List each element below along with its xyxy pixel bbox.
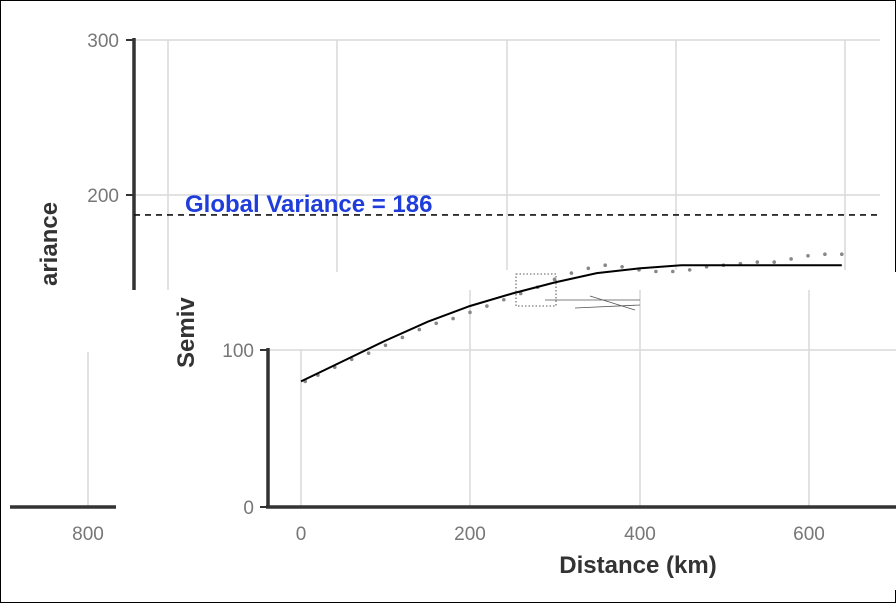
empirical-point (485, 304, 489, 308)
render-artifact (515, 273, 641, 311)
bg-y-tick-300: 300 (87, 31, 119, 52)
empirical-point (502, 297, 506, 302)
empirical-point (687, 268, 692, 272)
bg-x-tick-800: 800 (72, 524, 104, 545)
empirical-point (569, 271, 574, 275)
y-tick-0: 0 (243, 498, 254, 519)
empirical-point (366, 351, 371, 355)
empirical-point (552, 277, 557, 282)
background-plot: 300 200 ariance 800 (10, 31, 880, 545)
empirical-point (772, 260, 776, 264)
empirical-point (586, 266, 591, 271)
empirical-point (620, 264, 624, 269)
y-tick-100: 100 (222, 341, 254, 362)
empirical-point (349, 357, 354, 362)
global-variance-annotation: Global Variance = 186 (185, 191, 432, 218)
series-layer (300, 252, 844, 384)
empirical-point (603, 263, 607, 268)
empirical-point (383, 343, 388, 348)
empirical-point (417, 327, 422, 332)
empirical-point (789, 257, 793, 261)
foreground-panel (118, 290, 896, 590)
empirical-point (806, 254, 810, 258)
bg-y-axis-label: ariance (36, 202, 63, 286)
empirical-point (654, 269, 658, 274)
foreground-gridlines (268, 290, 896, 507)
empirical-point (400, 335, 405, 340)
x-axis-label: Distance (km) (559, 552, 716, 579)
x-tick-200: 200 (454, 524, 486, 545)
background-gridlines (87, 39, 880, 508)
empirical-point (518, 291, 523, 296)
model-line (300, 264, 842, 383)
x-tick-0: 0 (296, 524, 307, 545)
y-axis-label-fragment: Semiv (173, 297, 200, 368)
x-tick-600: 600 (793, 524, 825, 545)
empirical-point (671, 269, 675, 274)
x-tick-400: 400 (624, 524, 656, 545)
empirical-point (840, 252, 844, 257)
empirical-point (468, 310, 472, 315)
foreground-panel-top (250, 272, 896, 292)
bg-y-tick-200: 200 (87, 186, 119, 207)
empirical-point (755, 260, 760, 264)
empirical-point (451, 316, 455, 321)
empirical-point (434, 321, 439, 326)
empirical-point (823, 252, 827, 257)
